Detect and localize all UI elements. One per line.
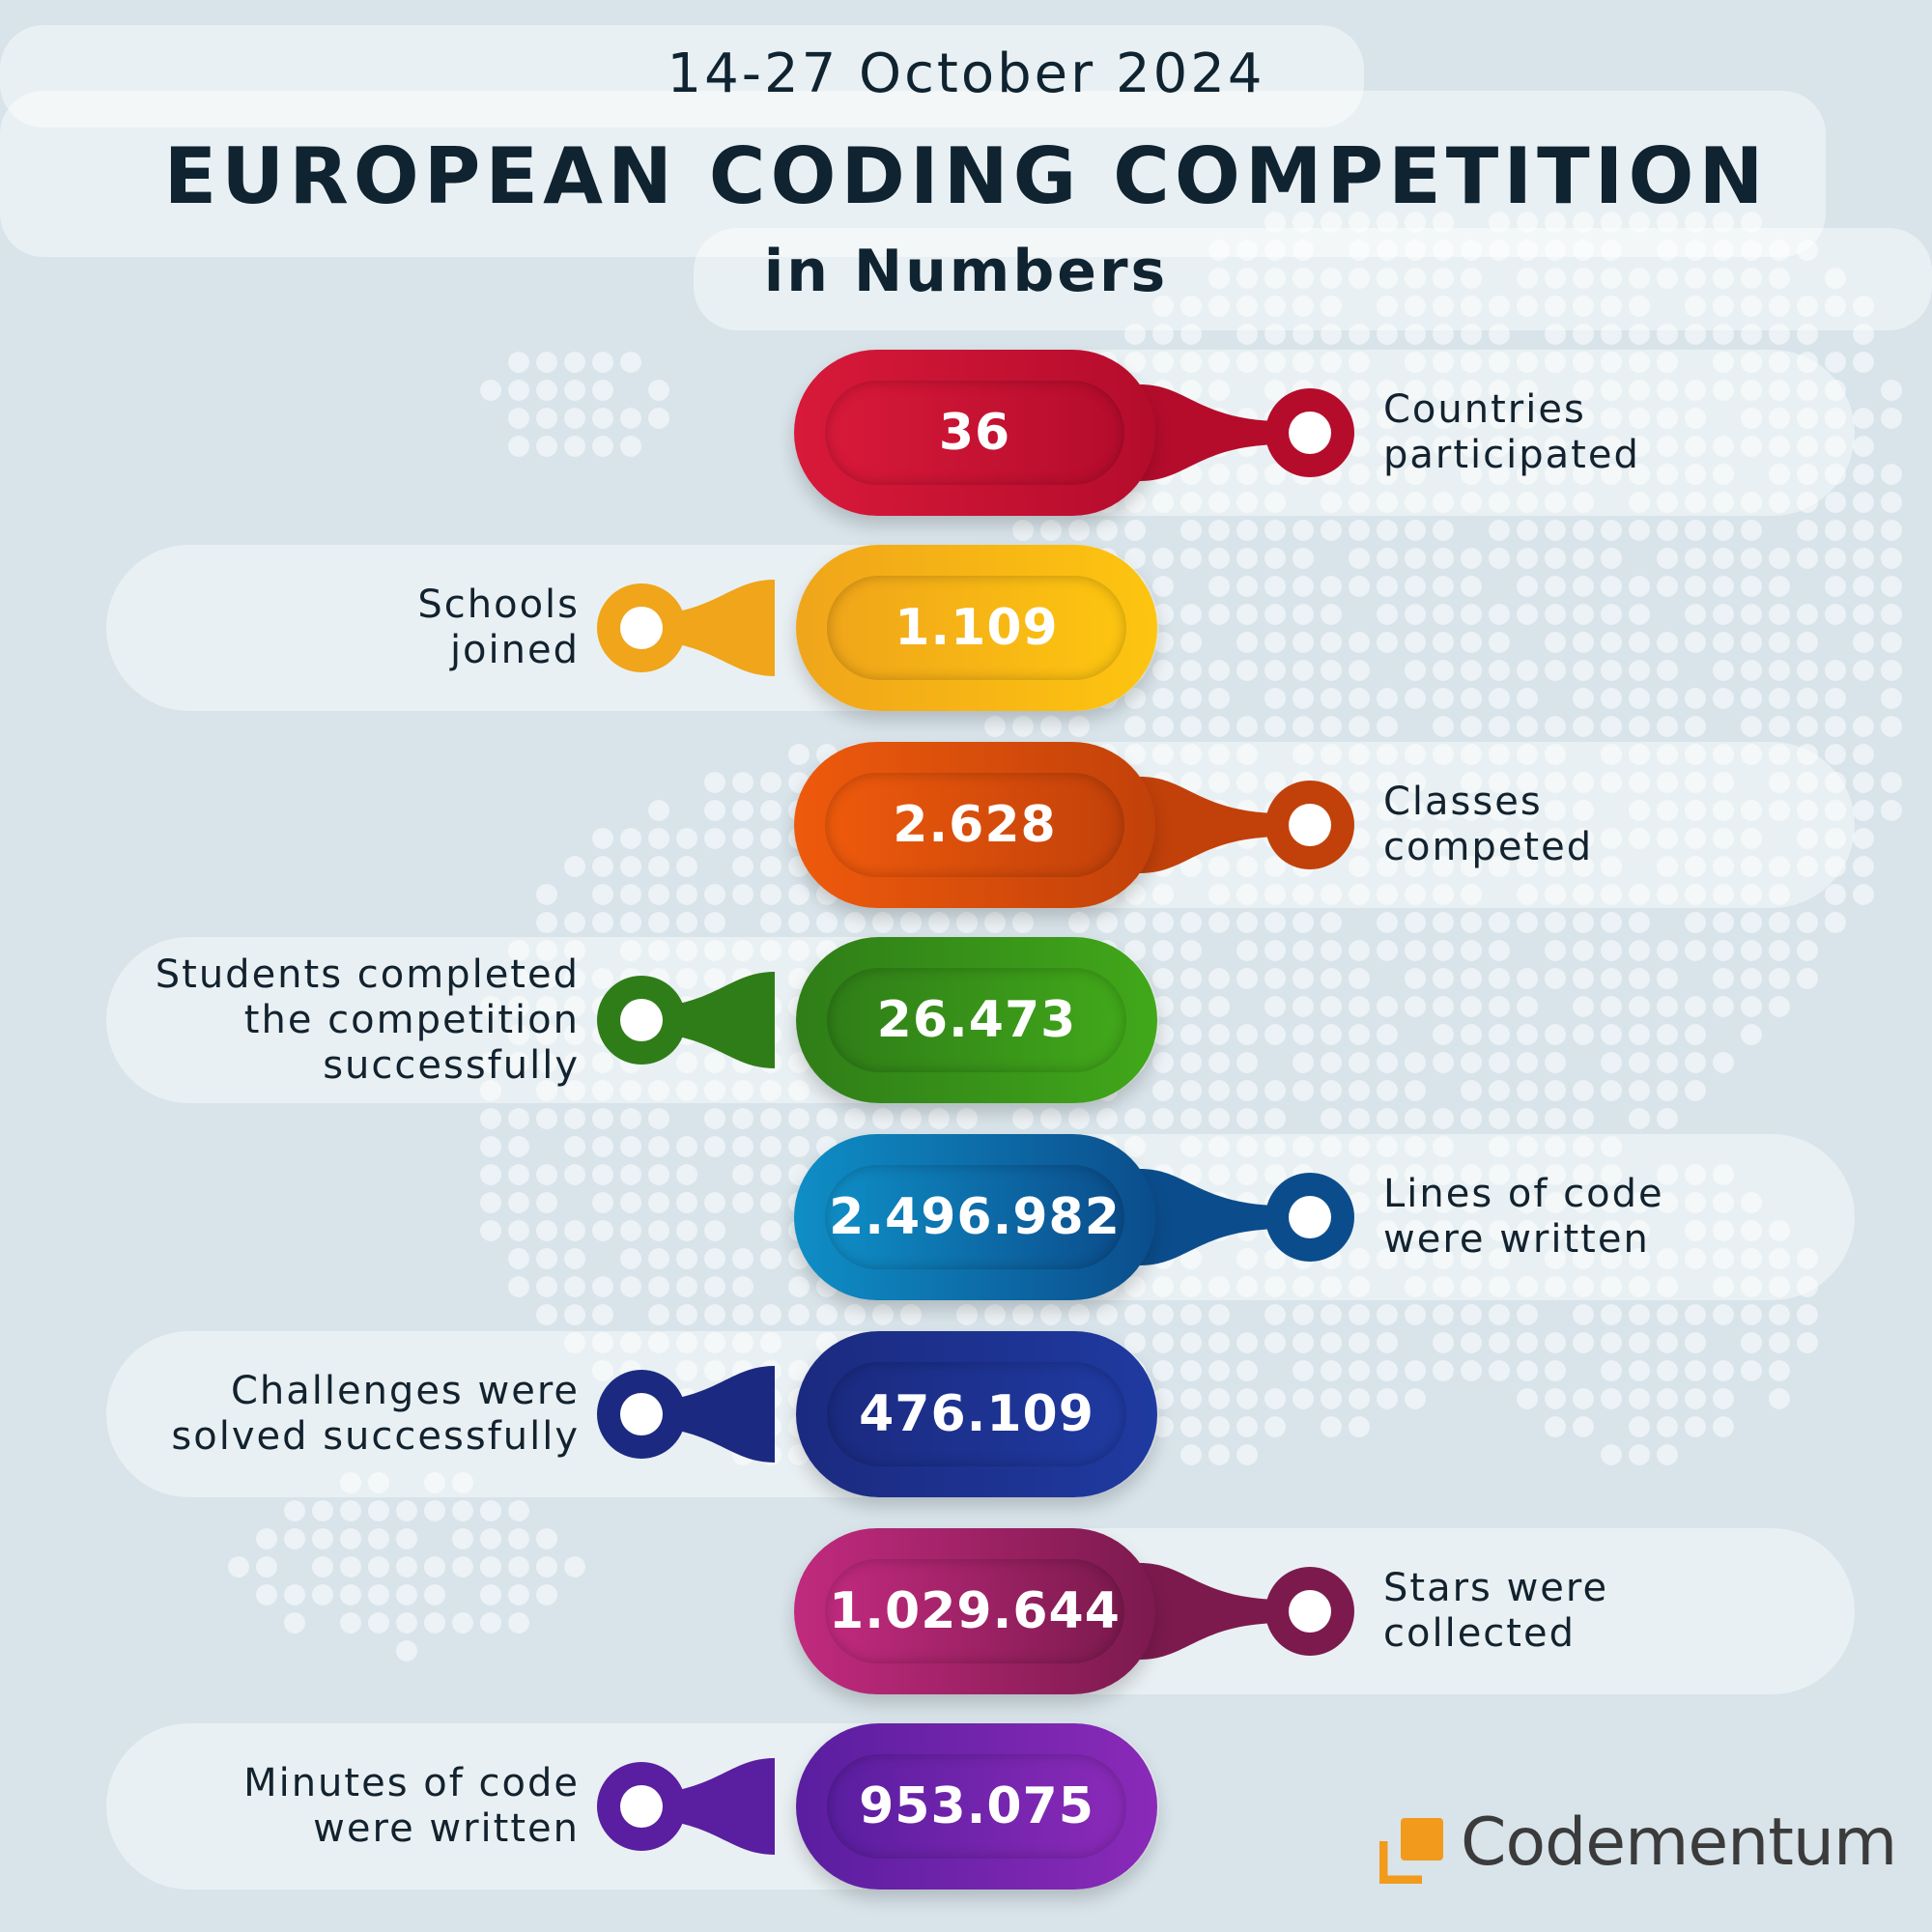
stat-pill: 953.075 [796, 1723, 1157, 1889]
stat-dot-icon [597, 1762, 686, 1851]
stat-label: Minutes of code were written [106, 1723, 580, 1889]
codementum-logo: Codementum [1379, 1804, 1920, 1888]
stat-label-line: Classes [1383, 780, 1543, 824]
page-subtitle: in Numbers [763, 238, 1169, 305]
stat-dot-center [620, 999, 663, 1041]
codementum-logo-text: Codementum [1461, 1804, 1897, 1881]
stat-label: Countries participated [1383, 350, 1924, 516]
stat-dot-icon [597, 976, 686, 1065]
stat-dot-center [1289, 412, 1331, 454]
stat-label: Stars were collected [1383, 1528, 1924, 1694]
stat-value: 36 [938, 404, 1011, 462]
stat-pill: 1.029.644 [794, 1528, 1155, 1694]
stat-label-line: Challenges were [230, 1369, 580, 1413]
stat-connector [630, 1758, 775, 1855]
stat-label-line: Lines of code [1383, 1172, 1664, 1216]
codementum-logo-icon [1379, 1818, 1443, 1884]
stat-label: Classes competed [1383, 742, 1924, 908]
stat-connector [630, 972, 775, 1068]
stat-label-line: successfully [323, 1042, 580, 1088]
stat-card: 2.628 Classes competed [106, 742, 1855, 908]
stat-connector [1140, 384, 1285, 481]
stat-pill-inner: 1.029.644 [825, 1559, 1124, 1663]
event-dates: 14-27 October 2024 [667, 43, 1265, 105]
stat-value: 2.496.982 [829, 1188, 1121, 1246]
stat-value: 476.109 [859, 1385, 1094, 1443]
stat-dot-center [1289, 804, 1331, 846]
stat-value: 953.075 [859, 1777, 1094, 1835]
stat-value: 2.628 [893, 796, 1057, 854]
stat-card: 36 Countries participated [106, 350, 1855, 516]
stat-pill-inner: 2.496.982 [825, 1165, 1124, 1269]
stat-connector [1140, 1563, 1285, 1660]
stat-label: Lines of code were written [1383, 1134, 1924, 1300]
stat-label-line: collected [1383, 1611, 1576, 1656]
stat-pill: 1.109 [796, 545, 1157, 711]
stat-connector [1140, 1169, 1285, 1265]
stat-label: Schools joined [106, 545, 580, 711]
stat-card: 1.029.644 Stars were collected [106, 1528, 1855, 1694]
stat-card: 1.109 Schools joined [106, 545, 1826, 711]
stat-pill-inner: 36 [825, 381, 1124, 485]
stat-pill-inner: 953.075 [827, 1754, 1126, 1859]
stat-label-line: solved successfully [171, 1414, 580, 1459]
header-band-subtitle [694, 228, 1932, 330]
header-band-dates [0, 25, 1364, 128]
stat-label-line: participated [1383, 433, 1640, 477]
stat-pill: 2.496.982 [794, 1134, 1155, 1300]
stat-dot-center [620, 1785, 663, 1828]
stat-connector [630, 1366, 775, 1463]
stat-label-line: joined [449, 628, 580, 672]
stat-label: Challenges were solved successfully [106, 1331, 580, 1497]
stat-value: 1.029.644 [829, 1582, 1121, 1640]
stat-card: 26.473 Students completed the competition s… [106, 937, 1826, 1103]
stat-label-line: Students completed [155, 952, 580, 997]
stat-label-line: Countries [1383, 387, 1586, 432]
stat-pill-inner: 476.109 [827, 1362, 1126, 1466]
page-title: EUROPEAN CODING COMPETITION [163, 131, 1769, 221]
stat-value: 26.473 [876, 991, 1077, 1049]
stat-dot-center [620, 607, 663, 649]
stat-label-line: the competition [243, 997, 580, 1042]
stat-label-line: were written [1383, 1217, 1650, 1262]
stat-label: Students completed the competition success… [106, 937, 580, 1103]
stat-pill-inner: 1.109 [827, 576, 1126, 680]
stat-pill-inner: 2.628 [825, 773, 1124, 877]
stat-dot-center [1289, 1196, 1331, 1238]
stat-card: 953.075 Minutes of code were written [106, 1723, 1826, 1889]
stat-label-line: were written [313, 1806, 580, 1851]
stat-label-line: Stars were [1383, 1566, 1609, 1610]
header-band-title [0, 91, 1826, 257]
stat-card: 2.496.982 Lines of code were written [106, 1134, 1855, 1300]
stat-dot-center [1289, 1590, 1331, 1633]
stat-dot-center [620, 1393, 663, 1435]
stat-label-line: Minutes of code [243, 1761, 580, 1805]
stat-pill: 36 [794, 350, 1155, 516]
stat-dot-icon [597, 1370, 686, 1459]
stat-card: 476.109 Challenges were solved successfull… [106, 1331, 1826, 1497]
stat-dot-icon [1265, 781, 1354, 869]
stat-pill: 26.473 [796, 937, 1157, 1103]
stat-connector [1140, 777, 1285, 873]
stat-dot-icon [1265, 1567, 1354, 1656]
stat-dot-icon [1265, 388, 1354, 477]
stat-label-line: Schools [417, 582, 580, 627]
stat-value: 1.109 [895, 599, 1059, 657]
stat-label-line: competed [1383, 825, 1594, 869]
stat-pill: 476.109 [796, 1331, 1157, 1497]
stat-dot-icon [597, 583, 686, 672]
stat-pill: 2.628 [794, 742, 1155, 908]
stat-connector [630, 580, 775, 676]
stat-dot-icon [1265, 1173, 1354, 1262]
stat-pill-inner: 26.473 [827, 968, 1126, 1072]
